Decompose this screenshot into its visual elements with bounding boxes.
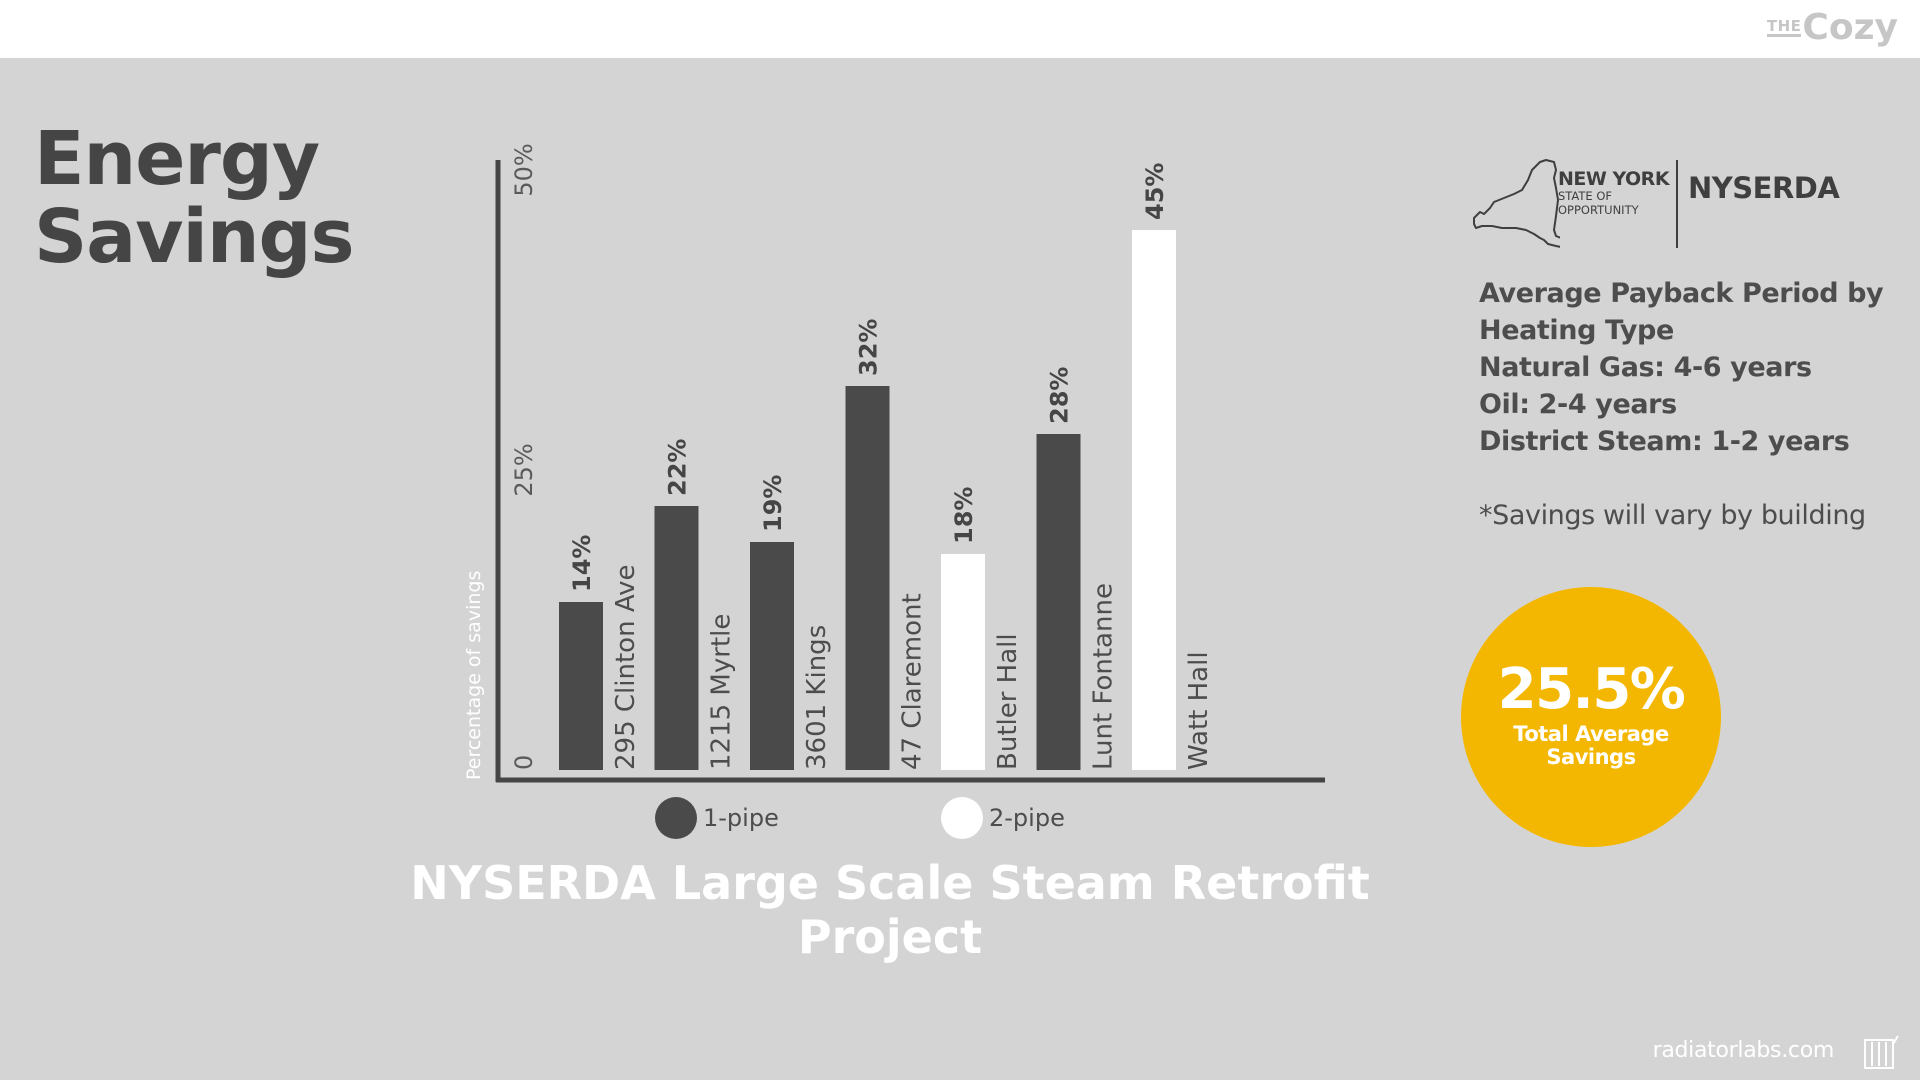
ny-line3: OPPORTUNITY	[1558, 202, 1639, 217]
brand-logo[interactable]: THE Cozy	[1766, 7, 1898, 52]
payback-info: Average Payback Period by Heating Type N…	[1479, 275, 1899, 534]
legend-label: 1-pipe	[703, 804, 779, 832]
category-label: 3601 Kings	[802, 625, 832, 770]
bar-value-label: 14%	[568, 535, 596, 592]
y-axis-ticks: 0 25% 50%	[510, 143, 538, 770]
category-label: 295 Clinton Ave	[611, 565, 641, 770]
legend-swatch	[655, 797, 697, 839]
payback-line-3: Natural Gas: 4-6 years	[1479, 352, 1812, 383]
chart-title: NYSERDA Large Scale Steam Retrofit Proje…	[410, 856, 1370, 964]
ny-line1: NEW YORK	[1558, 168, 1670, 190]
radiator-icon	[1864, 1035, 1899, 1069]
page-title-line2: Savings	[34, 194, 355, 280]
page-title-line1: Energy	[34, 116, 320, 202]
page-title: Energy Savings	[34, 116, 355, 280]
bar-value-label: 32%	[855, 319, 883, 376]
nyserda-logo: NEW YORK STATE OF OPPORTUNITY NYSERDA	[1470, 156, 1850, 252]
nyserda-wordmark: NYSERDA	[1688, 171, 1840, 205]
average-savings-label: Total Average Savings	[1513, 722, 1669, 769]
y-tick-label: 25%	[510, 443, 538, 496]
bar-value-label: 18%	[950, 487, 978, 544]
category-label: Lunt Fontanne	[1089, 583, 1119, 770]
savings-note: *Savings will vary by building	[1479, 500, 1866, 531]
logo-divider	[1676, 160, 1678, 248]
average-savings-badge: 25.5% Total Average Savings	[1461, 587, 1721, 847]
y-axis-title: Percentage of savings	[463, 571, 485, 780]
brand-prefix: THE	[1766, 17, 1802, 37]
category-label: Watt Hall	[1184, 651, 1214, 770]
chart-legend: 1-pipe 2-pipe	[655, 797, 1065, 839]
y-tick-label: 0	[510, 755, 538, 770]
bar	[1132, 230, 1176, 770]
legend-swatch	[941, 797, 983, 839]
bar-value-label: 22%	[664, 439, 692, 496]
payback-line-4: Oil: 2-4 years	[1479, 389, 1677, 420]
bar	[845, 386, 890, 770]
bar	[559, 602, 603, 770]
bar-value-label: 45%	[1141, 163, 1169, 220]
average-savings-value: 25.5%	[1497, 657, 1686, 722]
y-tick-label: 50%	[510, 143, 538, 196]
payback-line-1: Average Payback Period by	[1479, 278, 1884, 309]
bar-value-label: 19%	[759, 475, 787, 532]
category-label: 47 Claremont	[898, 593, 928, 770]
bars-group: 14% 295 Clinton Ave 22% 1215 Myrtle 19% 3601 …	[559, 163, 1214, 770]
category-label: Butler Hall	[993, 633, 1023, 770]
new-york-state-map-icon	[1473, 159, 1560, 248]
bar	[1036, 434, 1081, 770]
payback-line-5: District Steam: 1-2 years	[1479, 426, 1850, 457]
ny-line2: STATE OF	[1558, 189, 1613, 203]
brand-name: Cozy	[1802, 7, 1898, 48]
category-label: 1215 Myrtle	[707, 614, 737, 770]
bar	[654, 506, 699, 770]
ny-state-wordmark: NEW YORK STATE OF OPPORTUNITY	[1558, 168, 1670, 217]
top-bar: THE Cozy	[0, 0, 1920, 58]
bar-value-label: 28%	[1046, 367, 1074, 424]
payback-line-2: Heating Type	[1479, 315, 1674, 346]
bar	[750, 542, 794, 770]
footer-url-link[interactable]: radiatorlabs.com	[1652, 1038, 1835, 1063]
bar	[941, 554, 985, 770]
legend-label: 2-pipe	[989, 804, 1065, 832]
